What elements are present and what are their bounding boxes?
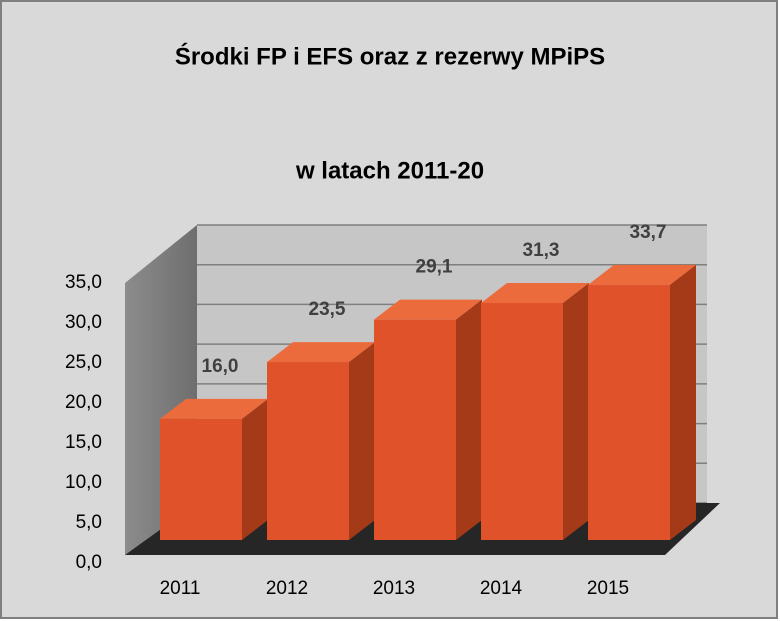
- bar-top: [374, 299, 482, 320]
- data-label: 16,0: [202, 356, 239, 377]
- x-tick-label: 2012: [266, 578, 308, 599]
- bar-side: [456, 299, 482, 540]
- bar-top: [481, 283, 589, 304]
- y-tick-label: 5,0: [76, 512, 102, 533]
- bar-side: [349, 342, 375, 540]
- bar-top: [160, 398, 268, 419]
- y-tick-label: 15,0: [65, 432, 102, 453]
- data-label: 31,3: [523, 240, 560, 261]
- y-tick-label: 20,0: [65, 392, 102, 413]
- data-label: 23,5: [309, 299, 346, 320]
- bar-side: [670, 264, 696, 540]
- y-tick-label: 25,0: [65, 352, 102, 373]
- x-tick-label: 2013: [373, 578, 415, 599]
- x-tick-label: 2014: [480, 578, 523, 599]
- data-label: 33,7: [630, 222, 667, 243]
- data-label: 29,1: [416, 257, 453, 278]
- bar: [267, 362, 349, 540]
- chart-subtitle: w latach 2011-20: [295, 157, 484, 184]
- bar-side: [563, 283, 589, 540]
- bar-top: [267, 342, 375, 363]
- bar-top: [588, 264, 696, 285]
- x-tick-label: 2011: [160, 578, 201, 599]
- chart-title: Środki FP i EFS oraz z rezerwy MPiPS: [175, 42, 605, 70]
- bar: [374, 319, 456, 540]
- bar: [481, 303, 563, 540]
- y-tick-label: 0,0: [76, 552, 102, 573]
- bar-side: [242, 398, 268, 540]
- y-tick-label: 10,0: [65, 472, 102, 493]
- y-tick-label: 30,0: [65, 312, 102, 333]
- bar: [160, 418, 242, 540]
- y-tick-label: 35,0: [65, 272, 102, 293]
- bar: [588, 284, 670, 540]
- x-tick-label: 2015: [587, 578, 629, 599]
